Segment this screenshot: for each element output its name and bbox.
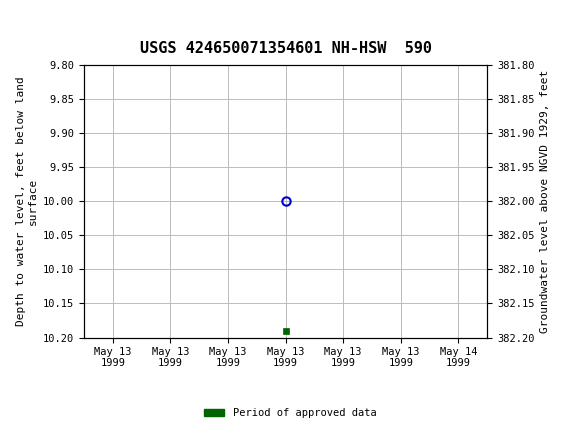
Legend: Period of approved data: Period of approved data xyxy=(200,404,380,423)
Y-axis label: Groundwater level above NGVD 1929, feet: Groundwater level above NGVD 1929, feet xyxy=(540,69,550,333)
Text: ▓▒USGS: ▓▒USGS xyxy=(9,7,79,30)
Y-axis label: Depth to water level, feet below land
surface: Depth to water level, feet below land su… xyxy=(16,76,38,326)
Title: USGS 424650071354601 NH-HSW  590: USGS 424650071354601 NH-HSW 590 xyxy=(140,41,432,56)
FancyBboxPatch shape xyxy=(6,3,81,33)
